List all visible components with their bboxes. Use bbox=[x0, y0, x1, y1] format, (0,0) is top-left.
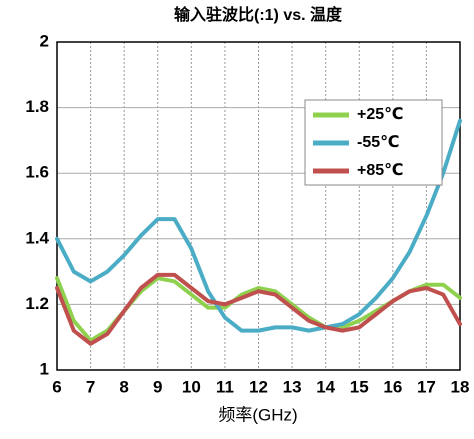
series-line bbox=[55, 272, 462, 346]
x-axis-label: 频率(GHz) bbox=[218, 405, 297, 424]
legend-label: -55℃ bbox=[357, 134, 400, 151]
x-tick-label: 16 bbox=[383, 377, 402, 396]
y-tick-label: 1.8 bbox=[25, 97, 49, 116]
chart-title: 输入驻波比(:1) vs. 温度 bbox=[174, 5, 343, 24]
plot-frame bbox=[56, 41, 461, 371]
y-tick-label: 1.2 bbox=[25, 294, 49, 313]
y-tick-label: 2 bbox=[40, 31, 49, 50]
x-tick-label: 12 bbox=[249, 377, 268, 396]
x-tick-label: 11 bbox=[216, 377, 234, 396]
x-tick-label: 13 bbox=[283, 377, 302, 396]
x-tick-label: 17 bbox=[417, 377, 436, 396]
legend-label: +25℃ bbox=[357, 106, 404, 123]
y-tick-label: 1.4 bbox=[25, 228, 49, 247]
y-tick-label: 1 bbox=[40, 359, 49, 378]
legend: +25℃ -55℃ +85℃ bbox=[304, 99, 443, 186]
legend-label: +85℃ bbox=[357, 162, 404, 179]
x-tick-label: 8 bbox=[119, 377, 128, 396]
x-tick-label: 14 bbox=[316, 377, 335, 396]
x-tick-label: 18 bbox=[451, 377, 470, 396]
x-tick-label: 9 bbox=[153, 377, 162, 396]
x-tick-label: 10 bbox=[182, 377, 201, 396]
x-tick-label: 15 bbox=[350, 377, 369, 396]
x-tick-label: 6 bbox=[52, 377, 61, 396]
x-tick-label: 7 bbox=[86, 377, 95, 396]
series-line bbox=[55, 118, 462, 333]
y-tick-label: 1.6 bbox=[25, 163, 49, 182]
